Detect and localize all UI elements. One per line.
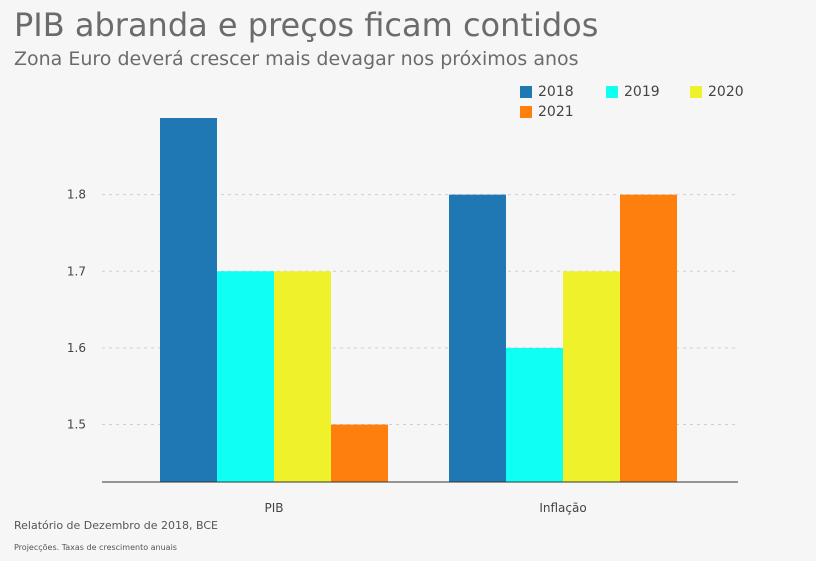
legend-swatch — [520, 86, 532, 98]
y-tick-label: 1.7 — [67, 264, 86, 278]
legend-swatch — [690, 86, 702, 98]
bar-inflação-2019 — [506, 347, 563, 482]
bar-inflação-2021 — [620, 194, 677, 482]
chart-subtitle: Zona Euro deverá crescer mais devagar no… — [14, 48, 579, 70]
chart-title: PIB abranda e preços ficam contidos — [14, 6, 599, 44]
x-tick-label: PIB — [264, 501, 283, 515]
legend-item-2018: 2018 — [520, 84, 574, 100]
legend-label: 2018 — [538, 84, 574, 100]
bar-inflação-2020 — [563, 271, 620, 482]
bar-inflação-2018 — [449, 194, 506, 482]
bar-pib-2021 — [331, 424, 388, 482]
x-tick-labels: PIB Inflação — [264, 501, 586, 515]
y-tick-label: 1.6 — [67, 341, 86, 355]
legend-item-2021: 2021 — [520, 104, 574, 120]
source-note: Relatório de Dezembro de 2018, BCE — [14, 519, 219, 532]
legend-item-2020: 2020 — [690, 84, 744, 100]
legend-swatch — [606, 86, 618, 98]
legend-label: 2019 — [624, 84, 660, 100]
legend-item-2019: 2019 — [606, 84, 660, 100]
bar-pib-2018 — [160, 118, 217, 482]
legend-swatch — [520, 106, 532, 118]
y-tick-label: 1.8 — [67, 188, 86, 202]
bar-pib-2020 — [274, 271, 331, 482]
footnote: Projecções. Taxas de crescimento anuais — [14, 543, 177, 552]
y-tick-labels: 1.5 1.6 1.7 1.8 — [67, 188, 86, 432]
bar-pib-2019 — [217, 271, 274, 482]
bars — [160, 118, 677, 482]
y-tick-label: 1.5 — [67, 418, 86, 432]
legend-label: 2020 — [708, 84, 744, 100]
legend-label: 2021 — [538, 104, 574, 120]
x-tick-label: Inflação — [539, 501, 586, 515]
